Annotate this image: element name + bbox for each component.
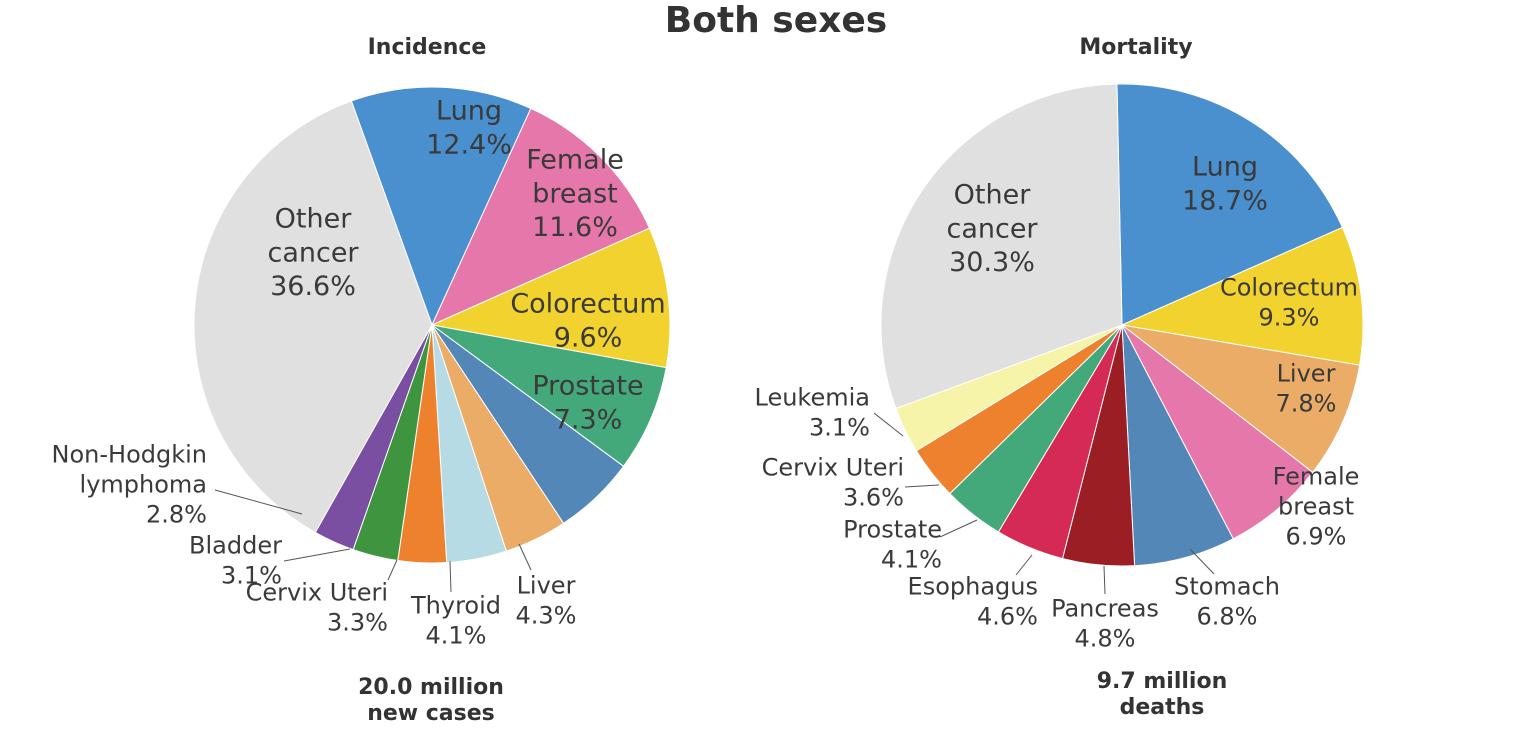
- mortality-leader-pancreas: [1103, 565, 1106, 595]
- mortality-slice-other-cancer: [880, 83, 1123, 410]
- incidence-slice-other-cancer: [193, 100, 433, 534]
- incidence-leader-bladder: [283, 548, 351, 562]
- main-title: Both sexes: [665, 0, 887, 41]
- mortality-slice-liver: [1121, 324, 1361, 474]
- mortality-leader-cervix-uteri: [904, 484, 940, 488]
- incidence-slice-female-breast: [430, 107, 651, 326]
- incidence-label-cervix-uteri: Cervix Uteri 3.3%: [246, 578, 388, 636]
- mortality-leader-leukemia: [873, 412, 904, 437]
- mortality-chart-title: Mortality: [1079, 35, 1192, 60]
- incidence-leader-cervix-uteri: [387, 559, 398, 581]
- mortality-label-pancreas: Pancreas 4.8%: [1051, 594, 1159, 652]
- incidence-slice-colorectum: [430, 227, 671, 369]
- incidence-total: 20.0 million new cases: [358, 675, 504, 726]
- incidence-leader-thyroid: [449, 560, 452, 593]
- mortality-pie-chart: Mortality Lung 18.7% Colorectum 9.3% Liver 7.8…: [755, 35, 1364, 720]
- mortality-label-colorectum: Colorectum 9.3%: [1220, 273, 1358, 331]
- mortality-leader-esophagus: [1015, 554, 1033, 576]
- incidence-leader-liver: [518, 543, 532, 571]
- incidence-pie-chart: Incidence Lung 12.4% Female breast 11.6% Color…: [52, 35, 671, 726]
- mortality-slice-female-breast: [1121, 324, 1314, 540]
- mortality-label-cervix-uteri: Cervix Uteri 3.6%: [762, 453, 904, 511]
- incidence-slice-prostate: [431, 324, 667, 467]
- mortality-label-leukemia: Leukemia 3.1%: [755, 383, 871, 441]
- incidence-chart-title: Incidence: [368, 35, 487, 60]
- mortality-leader-prostate: [939, 519, 978, 538]
- mortality-label-other-cancer: Other cancer 30.3%: [946, 180, 1038, 279]
- mortality-label-female-breast: Female breast 6.9%: [1273, 462, 1360, 550]
- mortality-label-prostate: Prostate 4.1%: [843, 515, 942, 573]
- incidence-label-non-hodgkin-lymphoma: Non-Hodgkin lymphoma 2.8%: [52, 440, 207, 528]
- incidence-label-colorectum: Colorectum 9.6%: [510, 289, 665, 354]
- incidence-label-lung: Lung 12.4%: [426, 96, 512, 161]
- mortality-label-stomach: Stomach 6.8%: [1174, 572, 1280, 630]
- mortality-slice-colorectum: [1120, 226, 1364, 366]
- incidence-leader-non-hodgkin-lymphoma: [214, 489, 303, 515]
- mortality-label-liver: Liver 7.8%: [1276, 359, 1337, 417]
- incidence-label-other-cancer: Other cancer 36.6%: [267, 204, 359, 303]
- mortality-total: 9.7 million deaths: [1097, 669, 1228, 720]
- mortality-label-lung: Lung 18.7%: [1182, 152, 1268, 217]
- incidence-label-female-breast: Female breast 11.6%: [526, 145, 624, 244]
- incidence-label-bladder: Bladder 3.1%: [189, 531, 282, 589]
- mortality-label-esophagus: Esophagus 4.6%: [908, 572, 1038, 630]
- mortality-slice-lung: [1116, 83, 1344, 326]
- incidence-slice-lung: [350, 86, 532, 327]
- mortality-leader-stomach: [1189, 548, 1215, 575]
- incidence-label-liver: Liver 4.3%: [516, 571, 577, 629]
- incidence-label-thyroid: Thyroid 4.1%: [410, 591, 501, 649]
- incidence-label-prostate: Prostate 7.3%: [532, 371, 643, 436]
